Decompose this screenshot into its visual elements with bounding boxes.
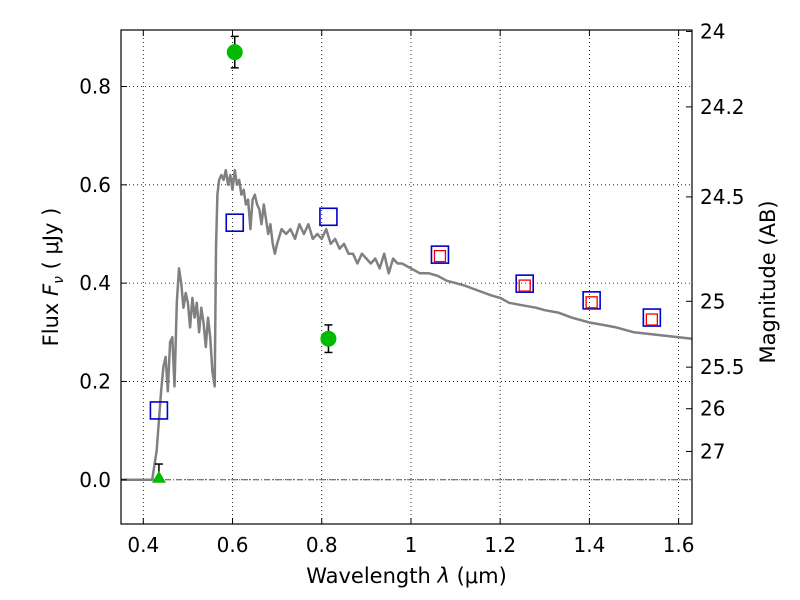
secondary-photometry-square [433,249,447,263]
model-spectrum [121,168,693,482]
y-axis-label: Flux Fν ( μJy ) [39,208,67,347]
upper-limit-point [151,470,166,483]
x-tick-label: 1 [405,533,418,557]
model-photometry-square [319,207,338,227]
x-tick-label: 1.6 [663,533,695,557]
y2-tick-label: 24 [700,19,725,43]
y2-tick-label: 24.2 [700,95,745,119]
y2-tick-label: 26 [700,397,725,421]
secondary-photometry-square [645,313,659,326]
model-photometry-square [582,291,601,310]
y2-axis-label: Magnitude (AB) [756,200,780,363]
y2-tick-label: 27 [700,439,725,463]
model-photometry-square [225,213,245,232]
y-tick-label: 0.0 [79,468,111,492]
x-tick-label: 0.8 [306,533,338,557]
x-tick-label: 0.6 [217,533,249,557]
observed-point [320,330,337,347]
x-axis: 0.4 0.6 0.8 1 1.2 1.4 1.6 [127,30,695,557]
model-spectrum-line [121,168,693,482]
y2-tick-label: 25 [700,289,725,313]
y2-tick-label: 24.5 [700,185,745,209]
x-tick-label: 0.4 [127,533,159,557]
model-photometry-square [515,274,535,293]
model-photometry-square [430,245,450,264]
plot-frame [120,29,693,525]
x-axis-label: Wavelength λ (μm) [306,564,507,588]
model-photometry-square [149,401,169,420]
model-photometry-square [642,308,662,327]
grid-lines [121,30,692,524]
y-tick-label: 0.2 [79,369,111,393]
y-tick-label: 0.4 [79,271,111,295]
y-tick-label: 0.8 [79,75,111,99]
y-tick-label: 0.6 [79,173,111,197]
y-axis-left: 0.0 0.2 0.4 0.6 0.8 [79,75,127,492]
photometry-markers [149,35,662,483]
secondary-photometry-square [585,296,598,309]
y-axis-right: 24 24.2 24.5 25 25.5 26 27 [686,19,745,463]
observed-point [226,44,243,61]
x-tick-label: 1.2 [484,533,516,557]
secondary-photometry-square [518,279,531,292]
y2-tick-label: 25.5 [700,355,745,379]
x-tick-label: 1.4 [573,533,605,557]
